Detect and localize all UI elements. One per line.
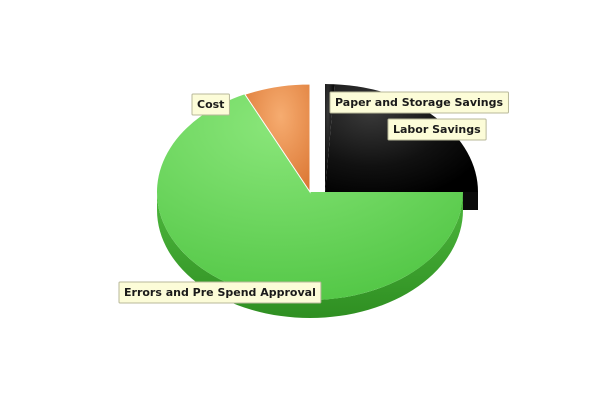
pie-label-text: Paper and Storage Savings [335,96,503,109]
pie-label-box [191,93,230,116]
pie-label-cost: Cost [191,93,230,116]
pie-slice-cost[interactable] [244,83,311,194]
pie-label-box [387,118,487,141]
pie-label-errors-and-pre-spend-approval: Errors and Pre Spend Approval [118,281,322,304]
pie-label-labor-savings: Labor Savings [387,118,487,141]
labels-layer: Paper and Storage Savings Labor Savings Er… [118,91,509,304]
pie-label-text: Labor Savings [393,123,481,136]
pie-label-text: Errors and Pre Spend Approval [124,286,316,299]
pie-label-text: Cost [197,98,224,111]
pie-label-box [118,281,322,304]
pie-label-box [329,91,509,114]
pie-label-paper-and-storage-savings: Paper and Storage Savings [329,91,509,114]
pie-slice-errors-and-pre-spend-approval[interactable] [157,94,463,300]
